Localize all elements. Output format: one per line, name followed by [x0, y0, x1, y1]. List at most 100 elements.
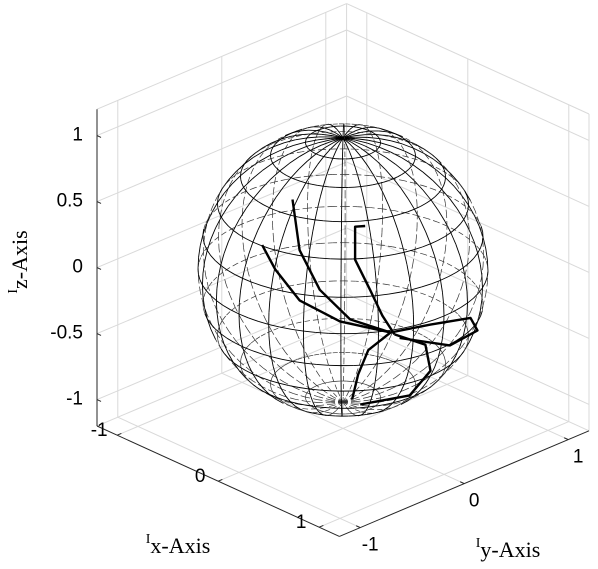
sphere-line	[351, 142, 361, 149]
sphere-line	[206, 238, 212, 251]
sphere-line-hidden	[203, 252, 205, 264]
sphere-line	[262, 146, 274, 153]
sphere-line	[404, 171, 415, 182]
sphere-line-hidden	[351, 405, 361, 409]
sphere-line	[233, 362, 240, 367]
sphere-line	[245, 198, 254, 209]
sphere-line	[216, 311, 219, 324]
sphere-line-hidden	[397, 402, 402, 406]
sphere-line	[282, 177, 292, 188]
sphere-line-hidden	[414, 379, 416, 383]
sphere-line-hidden	[236, 259, 246, 264]
sphere-line	[286, 175, 292, 179]
sphere-line-hidden	[223, 344, 233, 354]
sphere-line	[362, 127, 366, 130]
z-tick-label: -0.5	[50, 323, 83, 344]
sphere-line	[411, 145, 414, 149]
sphere-line	[397, 174, 402, 178]
sphere-line	[308, 133, 312, 136]
sphere-line	[406, 140, 410, 144]
sphere-line-hidden	[379, 134, 388, 137]
sphere-line-hidden	[478, 221, 482, 233]
sphere-line-hidden	[265, 143, 272, 151]
sphere-line-hidden	[307, 206, 320, 209]
sphere-line-hidden	[274, 179, 286, 183]
sphere-line	[259, 154, 271, 162]
y-label-text: y-Axis	[480, 537, 540, 562]
sphere-line	[270, 149, 273, 153]
sphere-line-hidden	[453, 346, 463, 357]
sphere-line	[290, 177, 296, 181]
sphere-line	[210, 255, 216, 261]
sphere-line	[315, 147, 326, 155]
sphere-line	[421, 283, 432, 288]
box-edge	[96, 3, 347, 110]
sphere-line	[413, 159, 416, 163]
sphere-line	[260, 353, 272, 358]
sphere-line-hidden	[470, 279, 476, 285]
sphere-line-hidden	[371, 406, 374, 409]
sphere-line-hidden	[375, 283, 378, 296]
z-label-sup: I	[6, 289, 21, 294]
sphere-line-hidden	[207, 207, 213, 219]
sphere-line-hidden	[357, 206, 371, 208]
grid-line	[346, 29, 590, 141]
sphere-line-hidden	[318, 396, 331, 401]
sphere-line-hidden	[309, 132, 318, 135]
sphere-line-hidden	[245, 187, 255, 192]
sphere-line	[217, 193, 221, 199]
sphere-line-hidden	[379, 393, 381, 396]
sphere-line	[227, 196, 236, 207]
sphere-line-hidden	[241, 167, 249, 172]
sphere-line	[240, 167, 251, 177]
sphere-line	[362, 389, 374, 391]
sphere-line-hidden	[284, 142, 290, 149]
sphere-line-hidden	[207, 241, 213, 248]
sphere-line-hidden	[227, 357, 236, 367]
sphere-line	[217, 192, 225, 204]
sphere-line-hidden	[380, 176, 383, 187]
sphere-line	[437, 368, 445, 373]
sphere-line	[271, 356, 283, 360]
sphere-line	[448, 271, 457, 277]
sphere-line-hidden	[382, 208, 395, 212]
sphere-line-hidden	[255, 296, 261, 309]
sphere-line	[406, 367, 410, 377]
sphere-line-hidden	[379, 388, 392, 394]
sphere-line-hidden	[409, 142, 417, 146]
sphere-line-hidden	[197, 262, 200, 269]
sphere-line	[240, 278, 243, 291]
sphere-line-hidden	[401, 400, 406, 404]
sphere-line-hidden	[271, 388, 274, 393]
sphere-line	[314, 219, 324, 222]
sphere-line-hidden	[457, 181, 462, 187]
sphere-line-hidden	[427, 338, 433, 342]
sphere-line	[400, 289, 412, 293]
sphere-line-hidden	[242, 235, 244, 248]
sphere-line	[413, 147, 424, 154]
sphere-line	[480, 226, 484, 232]
sphere-line	[329, 158, 334, 168]
sphere-line	[249, 194, 254, 199]
trajectory	[359, 333, 432, 406]
sphere-line-hidden	[423, 361, 434, 370]
sphere-line	[300, 129, 309, 132]
sphere-line-hidden	[249, 381, 254, 386]
sphere-line	[430, 199, 439, 211]
sphere-line-hidden	[369, 243, 382, 246]
sphere-line	[434, 192, 440, 197]
sphere-line-hidden	[387, 284, 398, 287]
sphere-line-hidden	[310, 150, 313, 159]
sphere-line	[462, 325, 467, 337]
sphere-line-hidden	[362, 124, 366, 128]
sphere-line-hidden	[395, 324, 404, 328]
sphere-line	[412, 302, 414, 315]
sphere-line-hidden	[262, 386, 273, 393]
sphere-line	[201, 285, 204, 297]
sphere-line-hidden	[229, 295, 236, 308]
sphere-line-hidden	[371, 386, 375, 389]
sphere-line-hidden	[436, 174, 442, 184]
sphere-line-hidden	[430, 382, 436, 387]
sphere-line	[306, 381, 310, 390]
sphere-line-hidden	[482, 243, 484, 255]
